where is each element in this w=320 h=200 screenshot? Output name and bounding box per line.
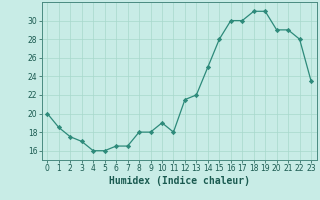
X-axis label: Humidex (Indice chaleur): Humidex (Indice chaleur): [109, 176, 250, 186]
